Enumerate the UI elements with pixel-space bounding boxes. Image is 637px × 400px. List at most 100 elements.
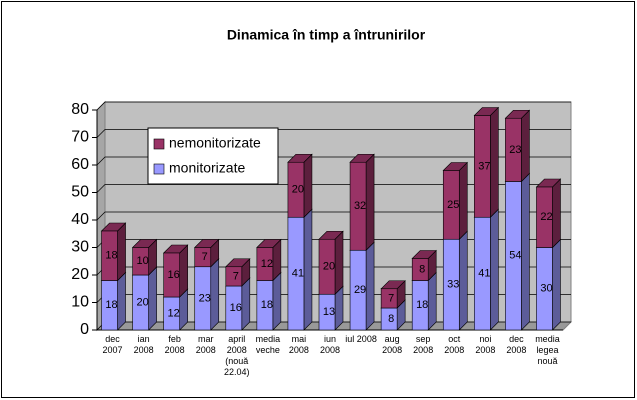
bar <box>256 247 274 281</box>
bar-side <box>210 258 220 331</box>
data-label: 30 <box>540 283 552 295</box>
x-tick-frame: ian 2008 <box>133 334 154 355</box>
x-tick-label: iun 2008 <box>319 334 341 355</box>
bar-side <box>521 109 530 183</box>
legend-label: monitorizate <box>169 160 245 176</box>
bar <box>536 186 553 248</box>
data-label: 20 <box>292 184 304 196</box>
x-tick-label: ian 2008 <box>133 334 154 355</box>
data-label: 18 <box>261 299 273 311</box>
x-tick-label: dec 2007 <box>102 334 123 355</box>
x-tick-label: feb 2008 <box>164 334 185 355</box>
x-tick-label: noi 2008 <box>475 334 496 355</box>
data-label: 18 <box>105 250 117 262</box>
data-label: 33 <box>447 279 459 291</box>
x-tick-frame: oct 2008 <box>444 334 465 355</box>
data-label: 18 <box>416 299 428 311</box>
legend-box <box>147 127 279 185</box>
bar-side <box>117 222 126 282</box>
y-tick-label: 10 <box>71 294 89 311</box>
x-tick-frame: media legea nouă <box>535 334 560 366</box>
x-tick-label: media veche <box>255 334 281 355</box>
bar <box>101 230 118 281</box>
y-tick-label: 30 <box>71 239 89 256</box>
y-tick-label: 20 <box>71 266 89 283</box>
x-tick-label: sep 2008 <box>413 334 434 355</box>
bar-side <box>117 271 126 331</box>
bar-side <box>458 161 468 240</box>
data-label: 25 <box>447 199 459 211</box>
bar <box>505 117 522 182</box>
bar-side <box>303 153 313 218</box>
x-tick-frame: sep 2008 <box>413 334 434 355</box>
grid-line <box>96 156 571 166</box>
legend-swatch <box>153 163 165 175</box>
x-tick-label: iul 2008 <box>345 334 377 344</box>
bar <box>411 258 429 281</box>
data-label: 12 <box>168 307 180 319</box>
data-label: 32 <box>354 200 366 212</box>
bar <box>318 238 336 295</box>
bar <box>132 247 149 276</box>
data-label: 7 <box>388 292 394 304</box>
data-label: 22 <box>540 211 552 223</box>
bar <box>442 170 460 240</box>
x-tick-frame: aug 2008 <box>382 334 403 355</box>
x-tick-frame: april 2008 (nouă 22.04) <box>224 334 250 377</box>
bar <box>194 247 212 268</box>
data-label: 23 <box>509 144 521 156</box>
bar-side <box>490 106 499 218</box>
bar-side <box>148 266 157 331</box>
grid-line <box>96 129 571 138</box>
bar-side <box>179 244 188 298</box>
bar <box>225 266 243 287</box>
x-tick-label: dec 2008 <box>506 334 527 355</box>
y-tick-label: 80 <box>71 101 89 118</box>
data-label: 37 <box>478 160 490 172</box>
x-tick-label: aug 2008 <box>382 334 403 355</box>
bar-side <box>427 271 437 331</box>
bar-side <box>458 230 468 331</box>
y-tick-label: 0 <box>80 321 89 338</box>
data-label: 7 <box>202 251 208 263</box>
x-tick-label: oct 2008 <box>444 334 465 355</box>
data-label: 10 <box>136 255 148 267</box>
bar-side <box>552 238 561 331</box>
grid-line <box>96 211 571 221</box>
data-label: 20 <box>323 261 335 273</box>
bar <box>287 161 305 218</box>
x-tick-frame: iun 2008 <box>319 334 341 355</box>
data-label: 16 <box>230 302 242 314</box>
bar <box>474 115 491 218</box>
bar-side <box>552 178 561 249</box>
data-label: 13 <box>323 306 335 318</box>
data-label: 29 <box>354 284 366 296</box>
grid-line <box>96 184 571 193</box>
bar <box>349 161 367 251</box>
bar-side <box>241 277 251 331</box>
x-tick-label: media legea nouă <box>535 334 560 366</box>
legend-label: nemonitorizate <box>169 135 261 151</box>
x-tick-frame: noi 2008 <box>475 334 496 355</box>
x-tick-frame: dec 2008 <box>506 334 527 355</box>
legend-swatch <box>153 138 165 150</box>
data-label: 12 <box>261 258 273 270</box>
y-tick-label: 70 <box>71 129 89 146</box>
x-tick-label: mar 2008 <box>195 334 216 355</box>
data-label: 41 <box>478 268 490 280</box>
grid-line <box>96 101 571 111</box>
x-tick-frame: dec 2007 <box>102 334 123 355</box>
data-label: 18 <box>105 299 117 311</box>
bar-side <box>365 153 375 251</box>
bar-side <box>521 172 530 331</box>
x-tick-frame: mar 2008 <box>195 334 216 355</box>
data-label: 16 <box>168 269 180 281</box>
chart-title: Dinamica în timp a întrunirilor <box>227 27 426 43</box>
y-tick-label: 60 <box>71 156 89 173</box>
data-label: 8 <box>419 263 425 275</box>
x-tick-frame: mai 2008 <box>289 334 309 355</box>
bar-side <box>303 208 313 331</box>
bar <box>163 252 180 298</box>
y-tick-label: 40 <box>71 211 89 228</box>
